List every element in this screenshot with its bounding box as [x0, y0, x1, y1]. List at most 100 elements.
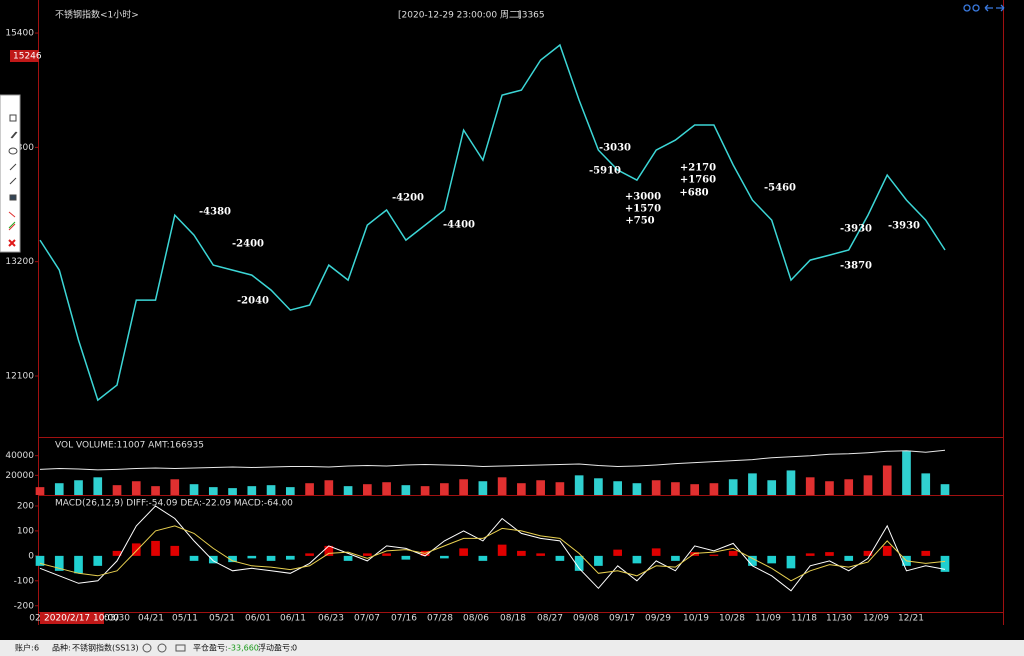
x-tick-label: 12/21 [898, 614, 924, 624]
bar [709, 483, 719, 495]
bar [54, 483, 64, 495]
series-line [39, 505, 946, 592]
trade-annotation: -5910 [589, 166, 621, 177]
bar [536, 480, 545, 495]
bar [459, 548, 468, 556]
x-tick-label: 03/30 [104, 614, 130, 624]
product-value[interactable]: 不锈钢指数(SS13) [72, 643, 139, 653]
bar [651, 480, 661, 495]
bar [382, 553, 391, 556]
last-price: 15246 [13, 52, 42, 62]
trade-annotation: +1760 [680, 175, 716, 186]
bar [401, 555, 411, 560]
zoom-icons[interactable] [963, 4, 1005, 12]
bar [921, 473, 931, 495]
cursor-time: [2020-12-29 23:00:00 周二] [398, 10, 521, 21]
bar [285, 555, 295, 560]
bar [112, 550, 122, 556]
bar [574, 475, 584, 495]
bar [863, 550, 873, 556]
bar [440, 555, 449, 559]
bar [228, 555, 237, 563]
bar [74, 480, 83, 495]
x-tick-label: 11/09 [755, 614, 781, 624]
x-tick-label: 06/01 [245, 614, 271, 624]
bar [902, 450, 911, 495]
trade-annotation: +750 [625, 216, 654, 227]
x-tick-label: 02 [29, 614, 40, 624]
y-tick-label: 13200 [5, 257, 34, 267]
float-pl-label: 浮动盈亏: [258, 643, 293, 653]
bar [594, 478, 603, 495]
trade-annotation: +2170 [680, 163, 716, 174]
y-tick-label: 100 [17, 526, 34, 536]
y-tick-label: 12100 [5, 371, 34, 381]
bar [748, 473, 757, 495]
bar [266, 555, 276, 561]
panel-title: MACD(26,12,9) DIFF:-54.09 DEA:-22.09 MAC… [55, 499, 293, 509]
bar [228, 488, 237, 495]
bar [786, 470, 796, 495]
trade-annotation: -3930 [840, 224, 872, 235]
x-tick-label: 11/18 [791, 614, 817, 624]
x-tick-label: 07/28 [427, 614, 453, 624]
bar [632, 483, 642, 495]
bar [170, 479, 180, 495]
x-tick-label: 09/17 [609, 614, 635, 624]
y-tick-label: -100 [14, 576, 35, 586]
y-tick-label: 40000 [5, 451, 34, 461]
bar [882, 465, 892, 495]
bar [767, 555, 777, 564]
bar [728, 550, 738, 556]
bar [382, 482, 391, 495]
bar [632, 555, 642, 564]
trade-annotation: -4200 [392, 193, 424, 204]
draw-toolbar[interactable] [0, 94, 21, 253]
x-tick-label: 05/21 [209, 614, 235, 624]
bar [709, 554, 719, 556]
y-tick-label: 200 [17, 501, 34, 511]
bar [151, 486, 160, 495]
trade-annotation: -3930 [888, 221, 920, 232]
float-pl-value: 0 [292, 644, 297, 653]
x-tick-label: 06/11 [280, 614, 306, 624]
bar [671, 555, 680, 561]
bar [459, 479, 468, 495]
status-icons[interactable] [142, 643, 186, 653]
bar [93, 477, 103, 495]
bar [940, 484, 950, 495]
series-line [39, 449, 946, 471]
bar [343, 486, 353, 495]
bar [536, 553, 545, 556]
bar [805, 477, 815, 495]
panel-title: VOL VOLUME:11007 AMT:166935 [55, 441, 204, 451]
account-label: 账户: [15, 643, 34, 653]
x-tick-label: 06/23 [318, 614, 344, 624]
x-tick-label: 12/09 [863, 614, 889, 624]
x-tick-label: 04/21 [138, 614, 164, 624]
bar [651, 548, 661, 556]
closed-pl-value: -33,660 [228, 644, 259, 653]
bar [728, 479, 738, 495]
bar [921, 550, 931, 556]
bar [613, 549, 622, 556]
bar [74, 555, 83, 574]
bar [189, 484, 199, 495]
bar [748, 555, 757, 566]
bar [189, 555, 199, 561]
chart-title: 不锈钢指数<1小时> [55, 9, 139, 21]
bar [555, 555, 565, 561]
bar [35, 555, 45, 566]
bar [247, 486, 257, 495]
bar [93, 555, 103, 566]
bar [131, 481, 141, 495]
trade-annotation: -4380 [199, 207, 231, 218]
bar [363, 484, 372, 495]
bar [863, 475, 873, 495]
bar [420, 486, 430, 495]
bar [170, 545, 180, 556]
bar [844, 555, 854, 561]
bar [690, 484, 700, 495]
bar [478, 481, 488, 495]
y-tick-label: 0 [28, 551, 34, 561]
